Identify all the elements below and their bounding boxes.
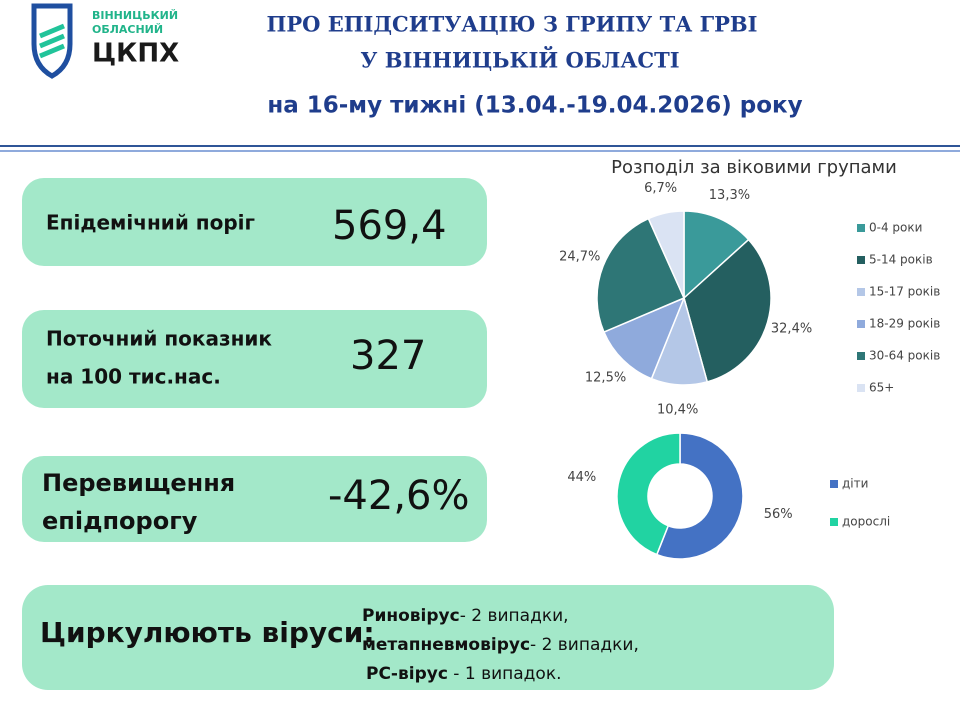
card-label: Перевищення	[42, 469, 235, 497]
legend-swatch	[857, 256, 865, 264]
slice	[655, 432, 744, 560]
card-value: 327	[350, 333, 426, 379]
legend-label: діти	[842, 477, 868, 491]
virus-count: - 2 випадки,	[460, 606, 569, 626]
slice	[647, 210, 685, 299]
legend-swatch	[857, 320, 865, 328]
card-value: 569,4	[332, 203, 447, 249]
card-value: -42,6%	[328, 473, 470, 519]
virus-list: Риновірус- 2 випадки,метапневмовірус- 2 …	[362, 606, 639, 684]
card	[22, 310, 487, 408]
title: У ВІННИЦЬКІЙ ОБЛАСТІ	[360, 47, 679, 73]
chart-title: Розподіл за віковими групами	[611, 157, 897, 178]
data-label: 6,7%	[644, 181, 677, 196]
virus-label: Циркулюють віруси:	[40, 616, 375, 649]
data-label: 12,5%	[585, 370, 626, 385]
slice	[683, 238, 772, 383]
virus-name: Риновірус	[362, 606, 460, 626]
legend-label: 15-17 років	[869, 285, 940, 299]
slice	[602, 296, 686, 380]
logo-text: ОБЛАСНИЙ	[92, 23, 163, 36]
card-label: епідпорогу	[42, 507, 198, 535]
slice	[683, 210, 750, 300]
card-label: Епідемічний поріг	[46, 211, 255, 235]
legend-label: 5-14 років	[869, 253, 933, 267]
legend-swatch	[830, 518, 838, 526]
logo: ВІННИЦЬКИЙ ОБЛАСНИЙ ЦКПХ	[31, 3, 179, 79]
logo-name: ЦКПХ	[92, 39, 179, 69]
legend-swatch	[857, 224, 865, 232]
title: ПРО ЕПІДСИТУАЦІЮ З ГРИПУ ТА ГРВІ	[266, 12, 757, 37]
legend-swatch	[857, 288, 865, 296]
data-label: 44%	[567, 470, 596, 485]
charts: 13,3% 0-4 роки 32,4% 5-14 років 10,4% 15-17 р…	[559, 157, 940, 560]
data-label: 56%	[764, 507, 793, 522]
legend-label: 0-4 роки	[869, 221, 922, 235]
legend-swatch	[830, 480, 838, 488]
logo-stripes	[39, 23, 65, 59]
virus-line: метапневмовірус- 2 випадки,	[362, 635, 639, 655]
slice	[616, 432, 681, 556]
slice	[596, 217, 685, 334]
virus-line: РС-вірус - 1 випадок.	[366, 664, 562, 684]
virus-name: РС-вірус	[366, 664, 448, 684]
data-label: 24,7%	[559, 250, 600, 265]
legend-swatch	[857, 384, 865, 392]
legend-label: 30-64 років	[869, 349, 940, 363]
logo-shield	[31, 3, 73, 79]
subtitle: на 16-му тижні (13.04.-19.04.2026) року	[267, 93, 802, 119]
data-label: 32,4%	[771, 322, 812, 337]
logo-text: ВІННИЦЬКИЙ	[92, 9, 178, 22]
card	[22, 456, 487, 542]
virus-name: метапневмовірус	[362, 635, 530, 655]
virus-count: - 1 випадок.	[448, 664, 562, 684]
virus-count: - 2 випадки,	[530, 635, 639, 655]
legend-swatch	[857, 352, 865, 360]
legend-label: 65+	[869, 381, 894, 395]
data-label: 10,4%	[657, 402, 698, 417]
legend-label: 18-29 років	[869, 317, 940, 331]
legend-label: дорослі	[842, 515, 890, 529]
card-label: на 100 тис.нас.	[46, 365, 221, 389]
card-label: Поточний показник	[46, 327, 272, 351]
data-label: 13,3%	[709, 188, 750, 203]
card	[22, 178, 487, 266]
virus-line: Риновірус- 2 випадки,	[362, 606, 569, 626]
card	[22, 585, 834, 690]
